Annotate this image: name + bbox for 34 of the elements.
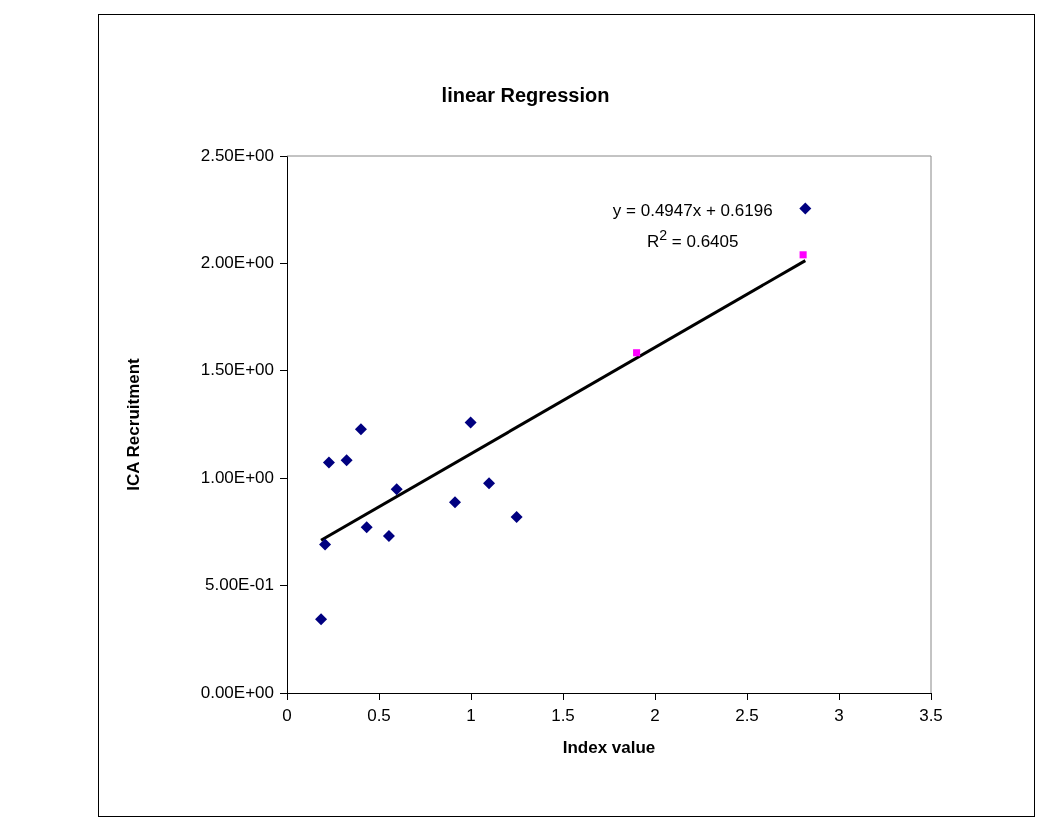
point bbox=[319, 538, 332, 551]
x-tick-label: 0.5 bbox=[367, 705, 391, 725]
annotation: y = 0.4947x + 0.6196 bbox=[612, 199, 773, 222]
chart-title: linear Regression bbox=[441, 83, 610, 106]
annotation: R$^{2}$ = 0.6405 bbox=[645, 225, 740, 253]
point bbox=[510, 511, 523, 524]
x-tick-label: 1.5 bbox=[551, 705, 575, 725]
point bbox=[448, 496, 461, 509]
point bbox=[799, 251, 807, 259]
point bbox=[633, 349, 641, 357]
y-tick-label: 1.00E+00 bbox=[200, 467, 274, 487]
point bbox=[382, 529, 395, 542]
x-tick-label: 2 bbox=[650, 705, 660, 725]
y-tick-label: 1.50E+00 bbox=[200, 360, 274, 380]
point bbox=[483, 477, 496, 490]
point bbox=[799, 202, 812, 215]
point bbox=[390, 483, 403, 496]
point bbox=[340, 454, 353, 467]
point bbox=[322, 456, 335, 469]
y-tick-label: 5.00E-01 bbox=[205, 575, 274, 595]
point bbox=[315, 613, 328, 626]
x-axis-title: Index value bbox=[562, 738, 656, 758]
point bbox=[464, 416, 477, 429]
x-tick-label: 1 bbox=[466, 705, 476, 725]
y-tick-label: 2.00E+00 bbox=[200, 253, 274, 273]
x-tick-label: 3.5 bbox=[919, 705, 943, 725]
y-tick-label: 0.00E+00 bbox=[200, 682, 274, 702]
x-tick-label: 0 bbox=[282, 705, 292, 725]
point bbox=[354, 423, 367, 436]
point bbox=[360, 521, 373, 534]
y-axis-title: ICA Recruitment bbox=[123, 357, 143, 491]
y-tick-label: 2.50E+00 bbox=[200, 145, 274, 165]
x-tick-label: 3 bbox=[834, 705, 844, 725]
x-tick-label: 2.5 bbox=[735, 705, 759, 725]
